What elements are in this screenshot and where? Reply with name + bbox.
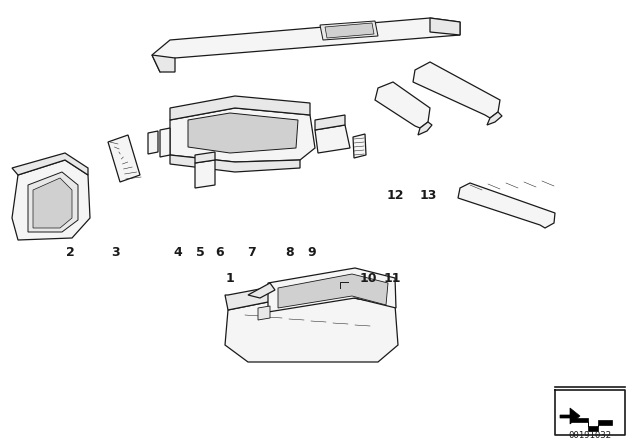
Polygon shape xyxy=(170,96,310,120)
Text: 4: 4 xyxy=(173,246,182,258)
Polygon shape xyxy=(33,178,72,228)
Polygon shape xyxy=(315,115,345,130)
Text: 11: 11 xyxy=(383,271,401,284)
Polygon shape xyxy=(148,131,158,154)
Polygon shape xyxy=(320,21,378,40)
Polygon shape xyxy=(375,82,430,128)
Polygon shape xyxy=(315,125,350,153)
Polygon shape xyxy=(572,418,612,431)
Polygon shape xyxy=(487,112,502,125)
Text: 8: 8 xyxy=(285,246,294,258)
Text: 2: 2 xyxy=(66,246,74,258)
Polygon shape xyxy=(248,283,275,298)
Text: 10: 10 xyxy=(359,271,377,284)
Text: 6: 6 xyxy=(216,246,224,258)
Polygon shape xyxy=(152,55,175,72)
Polygon shape xyxy=(225,292,398,362)
Polygon shape xyxy=(325,23,374,38)
Polygon shape xyxy=(278,274,388,308)
Polygon shape xyxy=(268,268,396,312)
Text: 5: 5 xyxy=(196,246,204,258)
Text: 00191032: 00191032 xyxy=(568,431,611,440)
Text: 12: 12 xyxy=(387,189,404,202)
Polygon shape xyxy=(160,128,170,157)
Polygon shape xyxy=(258,306,270,320)
Polygon shape xyxy=(12,160,90,240)
Polygon shape xyxy=(12,153,88,175)
Polygon shape xyxy=(188,113,298,153)
Text: 7: 7 xyxy=(248,246,257,258)
Polygon shape xyxy=(418,122,432,135)
Polygon shape xyxy=(170,108,315,162)
Polygon shape xyxy=(353,134,366,158)
Polygon shape xyxy=(28,172,78,232)
Polygon shape xyxy=(195,152,215,163)
Text: 3: 3 xyxy=(111,246,119,258)
Polygon shape xyxy=(195,160,215,188)
Polygon shape xyxy=(225,278,395,310)
Polygon shape xyxy=(108,135,140,182)
Polygon shape xyxy=(430,18,460,35)
Polygon shape xyxy=(458,183,555,228)
Text: 1: 1 xyxy=(226,271,234,284)
Text: 9: 9 xyxy=(308,246,316,258)
Polygon shape xyxy=(152,18,460,72)
Text: 13: 13 xyxy=(419,189,436,202)
Polygon shape xyxy=(170,155,300,172)
Polygon shape xyxy=(560,408,580,424)
Polygon shape xyxy=(413,62,500,118)
